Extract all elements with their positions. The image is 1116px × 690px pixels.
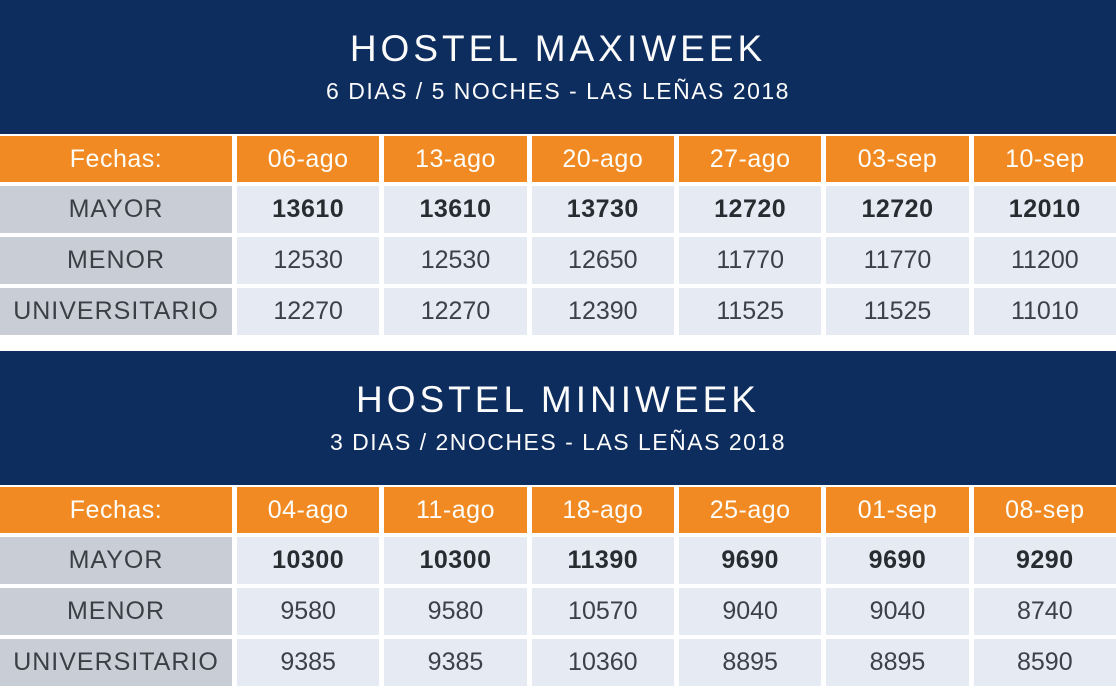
price-cell: 9690 [826, 537, 969, 584]
maxiweek-section: HOSTEL MAXIWEEK 6 DIAS / 5 NOCHES - LAS … [0, 0, 1116, 335]
price-cell: 11390 [531, 537, 674, 584]
date-header-cell: 11-ago [384, 487, 527, 533]
price-cell: 9040 [678, 588, 822, 635]
price-cell: 12720 [678, 186, 822, 233]
price-cell: 12530 [237, 237, 380, 284]
maxiweek-subtitle: 6 DIAS / 5 NOCHES - LAS LEÑAS 2018 [326, 78, 790, 105]
fechas-header-cell: Fechas: [0, 487, 232, 533]
price-cell: 9580 [237, 588, 380, 635]
price-cell: 12650 [531, 237, 674, 284]
price-cell: 8590 [973, 639, 1116, 686]
row-label-menor: MENOR [0, 588, 232, 635]
date-header-cell: 20-ago [531, 136, 674, 182]
row-label-mayor: MAYOR [0, 186, 232, 233]
price-cell: 8895 [826, 639, 969, 686]
date-header-cell: 13-ago [384, 136, 527, 182]
price-cell: 10300 [237, 537, 380, 584]
date-header-cell: 25-ago [678, 487, 822, 533]
price-cell: 9040 [826, 588, 969, 635]
date-header-cell: 18-ago [531, 487, 674, 533]
price-cell: 8740 [973, 588, 1116, 635]
date-header-cell: 10-sep [973, 136, 1116, 182]
price-cell: 12530 [384, 237, 527, 284]
row-label-mayor: MAYOR [0, 537, 232, 584]
price-cell: 12270 [237, 288, 380, 335]
price-cell: 11525 [826, 288, 969, 335]
miniweek-price-table: Fechas: 04-ago 11-ago 18-ago 25-ago 01-s… [0, 487, 1116, 686]
date-header-cell: 08-sep [973, 487, 1116, 533]
maxiweek-banner: HOSTEL MAXIWEEK 6 DIAS / 5 NOCHES - LAS … [0, 0, 1116, 134]
price-cell: 10300 [384, 537, 527, 584]
price-cell: 9385 [384, 639, 527, 686]
price-cell: 12010 [973, 186, 1116, 233]
miniweek-title: HOSTEL MINIWEEK [355, 378, 760, 420]
price-cell: 9290 [973, 537, 1116, 584]
price-cell: 9690 [678, 537, 822, 584]
price-cell: 12390 [531, 288, 674, 335]
miniweek-banner: HOSTEL MINIWEEK 3 DIAS / 2NOCHES - LAS L… [0, 351, 1116, 485]
price-cell: 11770 [826, 237, 969, 284]
price-cell: 12720 [826, 186, 969, 233]
miniweek-subtitle: 3 DIAS / 2NOCHES - LAS LEÑAS 2018 [329, 429, 786, 456]
price-cell: 13730 [531, 186, 674, 233]
price-cell: 9385 [237, 639, 380, 686]
price-cell: 11010 [973, 288, 1116, 335]
price-cell: 12270 [384, 288, 527, 335]
price-cell: 10570 [531, 588, 674, 635]
date-header-cell: 27-ago [678, 136, 822, 182]
price-cell: 11770 [678, 237, 822, 284]
maxiweek-title: HOSTEL MAXIWEEK [349, 27, 767, 69]
date-header-cell: 04-ago [237, 487, 380, 533]
date-header-cell: 06-ago [237, 136, 380, 182]
row-label-universitario: UNIVERSITARIO [0, 639, 232, 686]
price-cell: 10360 [531, 639, 674, 686]
price-cell: 9580 [384, 588, 527, 635]
date-header-cell: 01-sep [826, 487, 969, 533]
price-cell: 13610 [237, 186, 380, 233]
price-cell: 11200 [973, 237, 1116, 284]
row-label-menor: MENOR [0, 237, 232, 284]
price-cell: 13610 [384, 186, 527, 233]
price-cell: 11525 [678, 288, 822, 335]
price-cell: 8895 [678, 639, 822, 686]
miniweek-section: HOSTEL MINIWEEK 3 DIAS / 2NOCHES - LAS L… [0, 351, 1116, 686]
fechas-header-cell: Fechas: [0, 136, 232, 182]
date-header-cell: 03-sep [826, 136, 969, 182]
row-label-universitario: UNIVERSITARIO [0, 288, 232, 335]
maxiweek-price-table: Fechas: 06-ago 13-ago 20-ago 27-ago 03-s… [0, 136, 1116, 335]
